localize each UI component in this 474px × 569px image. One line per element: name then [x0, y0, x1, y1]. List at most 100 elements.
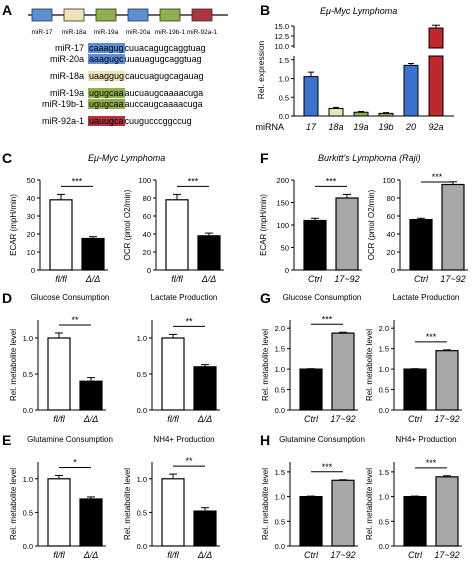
mir-cluster-diagram: miR-17 miR-18a miR-19a miR-20a miR-19b-1 miR-…	[28, 8, 228, 36]
chart-e-nh4: NH4+ Production 0.0 0.5 1.0 Rel. metabolite …	[123, 435, 220, 560]
bar-0	[409, 218, 433, 271]
significance-marker: *	[73, 457, 77, 467]
y-tick-label: 0	[147, 266, 151, 275]
x-tick-label: 92a	[428, 122, 443, 132]
y-tick-label: 0.5	[137, 370, 147, 379]
panel-letter-c: C	[2, 150, 13, 166]
cluster-gene-mir-19a	[95, 8, 117, 22]
chart-d-lactate: Lactate Production 0.0 0.5 1.0 fl/fl Δ/Δ **	[137, 293, 220, 424]
y-tick-label: 2.0	[275, 324, 285, 333]
x-tick-label: Ctrl	[304, 550, 319, 560]
chart-f-ocr: 0 20 40 60 80 100 OCR (pmol O2/min) Ctrl 17~92 **…	[367, 172, 468, 284]
y-tick-label: 0	[31, 266, 35, 275]
x-tick-label: Δ/Δ	[197, 414, 213, 424]
bar-0	[403, 495, 427, 547]
significance-marker: ***	[326, 176, 337, 186]
bar-1	[441, 183, 465, 271]
y-tick-label: 0.0	[379, 542, 389, 551]
y-tick-label: 50	[281, 244, 289, 253]
cluster-gene-mir-20a	[127, 8, 149, 22]
bar-2	[353, 111, 369, 117]
bar-1	[197, 235, 221, 271]
significance-marker: ***	[72, 176, 83, 186]
seq-rest: aucuaugcaaaacuga	[124, 88, 204, 98]
y-tick-label: 15.0	[274, 22, 289, 31]
cluster-gene-label: miR-19a	[94, 29, 119, 36]
seq-string: uauugcacuugucccggccug	[88, 116, 192, 126]
significance-marker: ***	[426, 332, 437, 342]
y-tick-label: 2.0	[379, 324, 389, 333]
bar-1	[435, 350, 459, 411]
bar-lower-5	[428, 55, 444, 117]
y-axis-label: Rel. metabolite level	[9, 468, 18, 540]
seq-label: miR-20a	[49, 54, 84, 64]
y-axis-label: ECAR (mpH/min)	[9, 194, 18, 256]
seq-label: miR-19b-1	[41, 99, 84, 109]
bar-0	[165, 199, 189, 271]
y-tick-label: 1.0	[379, 493, 389, 502]
y-axis-label: Rel. metabolite level	[261, 468, 270, 540]
panel-letter-e: E	[2, 432, 12, 448]
y-tick-label: 0.5	[279, 93, 289, 102]
chart-b-mirna-expression: 10.012.515.0 0.0 0.5 1.0 1.5 Rel. expression m…	[256, 22, 454, 132]
y-tick-label: 80	[143, 194, 151, 203]
y-tick-label: 20	[27, 230, 35, 239]
y-tick-label: 60	[143, 212, 151, 221]
y-tick-label: 20	[143, 248, 151, 257]
x-tick-label: fl/fl	[55, 274, 68, 284]
y-tick-label: 1.0	[23, 475, 33, 484]
x-tick-label: 17~92	[330, 550, 355, 560]
x-tick-label: Ctrl	[408, 550, 423, 560]
x-axis-label: miRNA	[256, 122, 285, 132]
y-axis-label: Rel. metabolite level	[365, 468, 374, 540]
y-tick-label: 0.0	[137, 406, 147, 415]
bar-0	[47, 337, 71, 411]
y-tick-label: 0.0	[23, 542, 33, 551]
y-tick-label: 1.5	[275, 345, 285, 354]
cluster-gene-mir-19b-1	[159, 8, 181, 22]
bar-1	[335, 197, 359, 271]
seq-rest: caucuagugcagauag	[125, 71, 204, 81]
y-tick-label: 1.5	[379, 468, 389, 477]
y-tick-label: 1.5	[275, 468, 285, 477]
bar-3	[378, 112, 394, 117]
chart-title: Glutamine Consumption	[279, 435, 365, 444]
bar-0	[47, 478, 71, 547]
chart-f-ecar: 0 50 100 150 200 ECAR (mpH/min) Ctrl 17~92 ***	[259, 176, 362, 284]
x-tick-label: 19b	[378, 122, 393, 132]
chart-h-glutamine: Glutamine Consumption 0.0 0.5 1.0 1.5 Rel. me…	[261, 435, 365, 560]
x-tick-label: 20	[405, 122, 416, 132]
bar-1	[79, 380, 103, 411]
bar-1	[331, 332, 355, 411]
seq-rest: cuuacagugcaggtuag	[124, 43, 206, 53]
seed-region: ugugcaa	[88, 88, 125, 98]
seq-string: ugugcaaauccaugcaaaacuga	[88, 99, 203, 109]
x-tick-label: Δ/Δ	[83, 414, 99, 424]
cluster-gene-mir-18a	[63, 8, 85, 22]
x-tick-label: fl/fl	[53, 550, 66, 560]
y-tick-label: 150	[276, 199, 289, 208]
panel-letter-a: A	[2, 2, 13, 18]
bar-1	[331, 479, 355, 547]
bar-0	[49, 199, 73, 271]
panel-letter-h: H	[260, 432, 271, 448]
seed-region: ugugcaa	[88, 99, 125, 109]
chart-d-glucose: Glucose Consumption 0.0 0.5 1.0 Rel. metabol…	[9, 293, 109, 424]
bar-1	[79, 498, 103, 547]
seq-rest: uuauagugcaggtuag	[124, 54, 202, 64]
y-axis-label: Rel. metabolite level	[261, 329, 270, 401]
chart-title: NH4+ Production	[153, 435, 214, 444]
seq-string: aaagugcuuauagugcaggtuag	[88, 54, 202, 64]
x-tick-label: 17~92	[434, 550, 459, 560]
cluster-gene-label: miR-19b-1	[155, 29, 186, 36]
significance-marker: **	[185, 316, 193, 326]
seq-label: miR-92a-1	[41, 116, 84, 126]
y-axis-label: ECAR (mpH/min)	[259, 194, 268, 256]
y-axis-label: Rel. metabolite level	[123, 468, 132, 540]
y-tick-label: 12.5	[274, 32, 289, 41]
panel-c-title: Eμ-Myc Lymphoma	[88, 153, 166, 163]
seq-label: miR-18a	[49, 71, 84, 81]
chart-g-lactate: Lactate Production 0.0 0.5 1.0 1.5 2.0 Rel. me…	[365, 293, 462, 424]
x-tick-label: 17	[306, 122, 317, 132]
y-tick-label: 1.0	[137, 334, 147, 343]
